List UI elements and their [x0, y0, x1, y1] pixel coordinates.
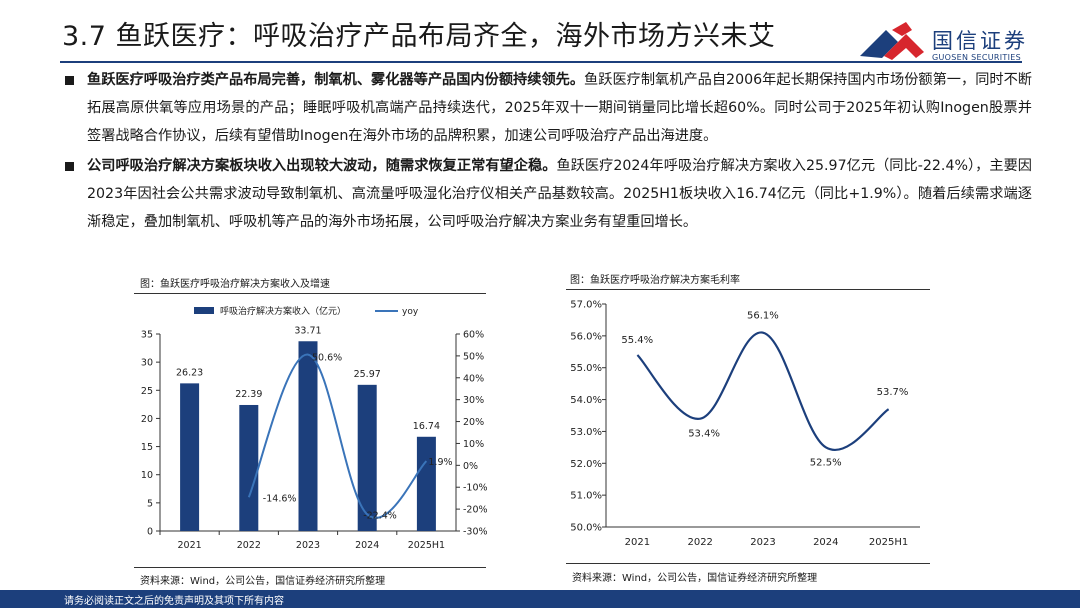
- y-tick-label: 53.0%: [570, 427, 602, 438]
- bullet-2-lead: 公司呼吸治疗解决方案板块收入出现较大波动，随需求恢复正常有望企稳。: [87, 158, 557, 174]
- gross-margin-point-label: 53.7%: [877, 387, 909, 398]
- bullet-1-body: 鱼跃医疗制氧机产品自2006年起长期保持国内市场份额第一，同时不断拓展高原供氧等…: [87, 72, 1032, 144]
- right-y-tick-label: 10%: [463, 439, 484, 450]
- right-chart-bottom-rule: [566, 563, 930, 564]
- footer-bar: 请务必阅读正文之后的免责声明及其项下所有内容: [0, 590, 1080, 608]
- x-tick-label: 2023: [750, 537, 775, 548]
- right-y-tick-label: 40%: [463, 373, 484, 384]
- left-y-tick-label: 5: [147, 498, 153, 509]
- right-y-tick-label: 60%: [463, 330, 484, 341]
- right-chart-top-rule: [566, 289, 930, 290]
- revenue-bar-label: 22.39: [235, 389, 262, 400]
- right-y-tick-label: -10%: [463, 483, 488, 494]
- gross-margin-point-label: 53.4%: [688, 429, 720, 440]
- yoy-point-label: 50.6%: [312, 353, 342, 364]
- left-chart-source: 资料来源：Wind，公司公告，国信证券经济研究所整理: [140, 576, 386, 587]
- bullet-marker: [65, 162, 74, 171]
- revenue-yoy-chart: 呼吸治疗解决方案收入（亿元） yoy 0 5 10 15 20 25 30 35 -30% -20% -…: [141, 305, 488, 551]
- yoy-point-label: -22.4%: [363, 510, 397, 521]
- gross-margin-point-label: 52.5%: [810, 457, 842, 468]
- x-tick-label: 2024: [813, 537, 838, 548]
- right-y-tick-label: 30%: [463, 395, 484, 406]
- revenue-bar-label: 25.97: [354, 369, 381, 380]
- revenue-bar-label: 26.23: [176, 367, 203, 378]
- y-tick-label: 50.0%: [570, 523, 602, 534]
- gross-margin-point-label: 55.4%: [621, 335, 653, 346]
- yoy-point-label: -14.6%: [263, 493, 297, 504]
- right-y-tick-label: 20%: [463, 417, 484, 428]
- x-tick-label: 2024: [355, 540, 379, 551]
- left-y-tick-label: 10: [141, 470, 153, 481]
- revenue-bar: [416, 436, 436, 531]
- revenue-bar: [180, 383, 200, 531]
- bullet-1-lead: 鱼跃医疗呼吸治疗类产品布局完善，制氧机、雾化器等产品国内份额持续领先。: [87, 72, 585, 88]
- left-y-tick-label: 30: [141, 358, 153, 369]
- legend-line-label: yoy: [402, 307, 419, 317]
- y-tick-label: 54.0%: [570, 395, 602, 406]
- page-title: 3.7 鱼跃医疗：呼吸治疗产品布局齐全，海外市场方兴未艾: [62, 21, 776, 52]
- revenue-bar: [357, 384, 377, 531]
- yoy-line: [247, 353, 428, 519]
- y-tick-label: 56.0%: [570, 331, 602, 342]
- x-tick-label: 2025H1: [869, 537, 908, 548]
- x-tick-label: 2022: [237, 540, 261, 551]
- legend-bar-swatch: [194, 307, 214, 314]
- gross-margin-chart: 50.0% 51.0% 52.0% 53.0% 54.0% 55.0% 56.0% 57.0%…: [570, 300, 920, 548]
- right-chart-title: 图：鱼跃医疗呼吸治疗解决方案毛利率: [570, 275, 740, 286]
- left-y-tick-label: 35: [141, 330, 153, 341]
- right-y-tick-label: -20%: [463, 505, 488, 516]
- revenue-bar: [239, 404, 259, 531]
- x-tick-label: 2025H1: [408, 540, 445, 551]
- yoy-point-label: 1.9%: [428, 457, 452, 468]
- left-y-tick-label: 20: [141, 414, 153, 425]
- x-tick-label: 2023: [296, 540, 320, 551]
- logo-text-en: GUOSEN SECURITIES: [932, 53, 1021, 62]
- revenue-bar: [298, 341, 318, 531]
- right-y-tick-label: 0%: [463, 461, 478, 472]
- x-tick-label: 2022: [687, 537, 712, 548]
- left-chart-title: 图：鱼跃医疗呼吸治疗解决方案收入及增速: [140, 279, 330, 290]
- title-underline: [60, 61, 1022, 63]
- right-y-tick-label: 50%: [463, 351, 484, 362]
- y-tick-label: 52.0%: [570, 459, 602, 470]
- left-y-tick-label: 25: [141, 386, 153, 397]
- y-tick-label: 51.0%: [570, 491, 602, 502]
- y-tick-label: 57.0%: [570, 300, 602, 311]
- company-logo: 国信证券 GUOSEN SECURITIES: [858, 22, 1028, 62]
- footer-disclaimer: 请务必阅读正文之后的免责声明及其项下所有内容: [64, 596, 284, 607]
- logo-text-cn: 国信证券: [932, 29, 1028, 53]
- bullet-2-body: 鱼跃医疗2024年呼吸治疗解决方案收入25.97亿元（同比-22.4%），主要因…: [87, 158, 1032, 230]
- y-tick-label: 55.0%: [570, 363, 602, 374]
- left-y-tick-label: 0: [147, 527, 153, 538]
- logo-mark-icon: [860, 22, 924, 60]
- legend-bar-label: 呼吸治疗解决方案收入（亿元）: [220, 305, 346, 317]
- right-y-tick-label: -30%: [463, 527, 488, 538]
- gross-margin-line: [636, 331, 890, 451]
- left-y-tick-label: 15: [141, 442, 153, 453]
- right-chart-source: 资料来源：Wind，公司公告，国信证券经济研究所整理: [572, 573, 818, 584]
- left-chart-bottom-rule: [134, 567, 486, 568]
- revenue-bar-label: 16.74: [413, 421, 440, 432]
- gross-margin-point-label: 56.1%: [747, 311, 779, 322]
- bullet-paragraph-2: 公司呼吸治疗解决方案板块收入出现较大波动，随需求恢复正常有望企稳。鱼跃医疗202…: [87, 152, 1032, 236]
- bullet-marker: [65, 76, 74, 85]
- left-chart-top-rule: [134, 293, 486, 294]
- x-tick-label: 2021: [178, 540, 202, 551]
- x-tick-label: 2021: [625, 537, 650, 548]
- bullet-paragraph-1: 鱼跃医疗呼吸治疗类产品布局完善，制氧机、雾化器等产品国内份额持续领先。鱼跃医疗制…: [87, 66, 1032, 150]
- revenue-bar-label: 33.71: [294, 325, 321, 336]
